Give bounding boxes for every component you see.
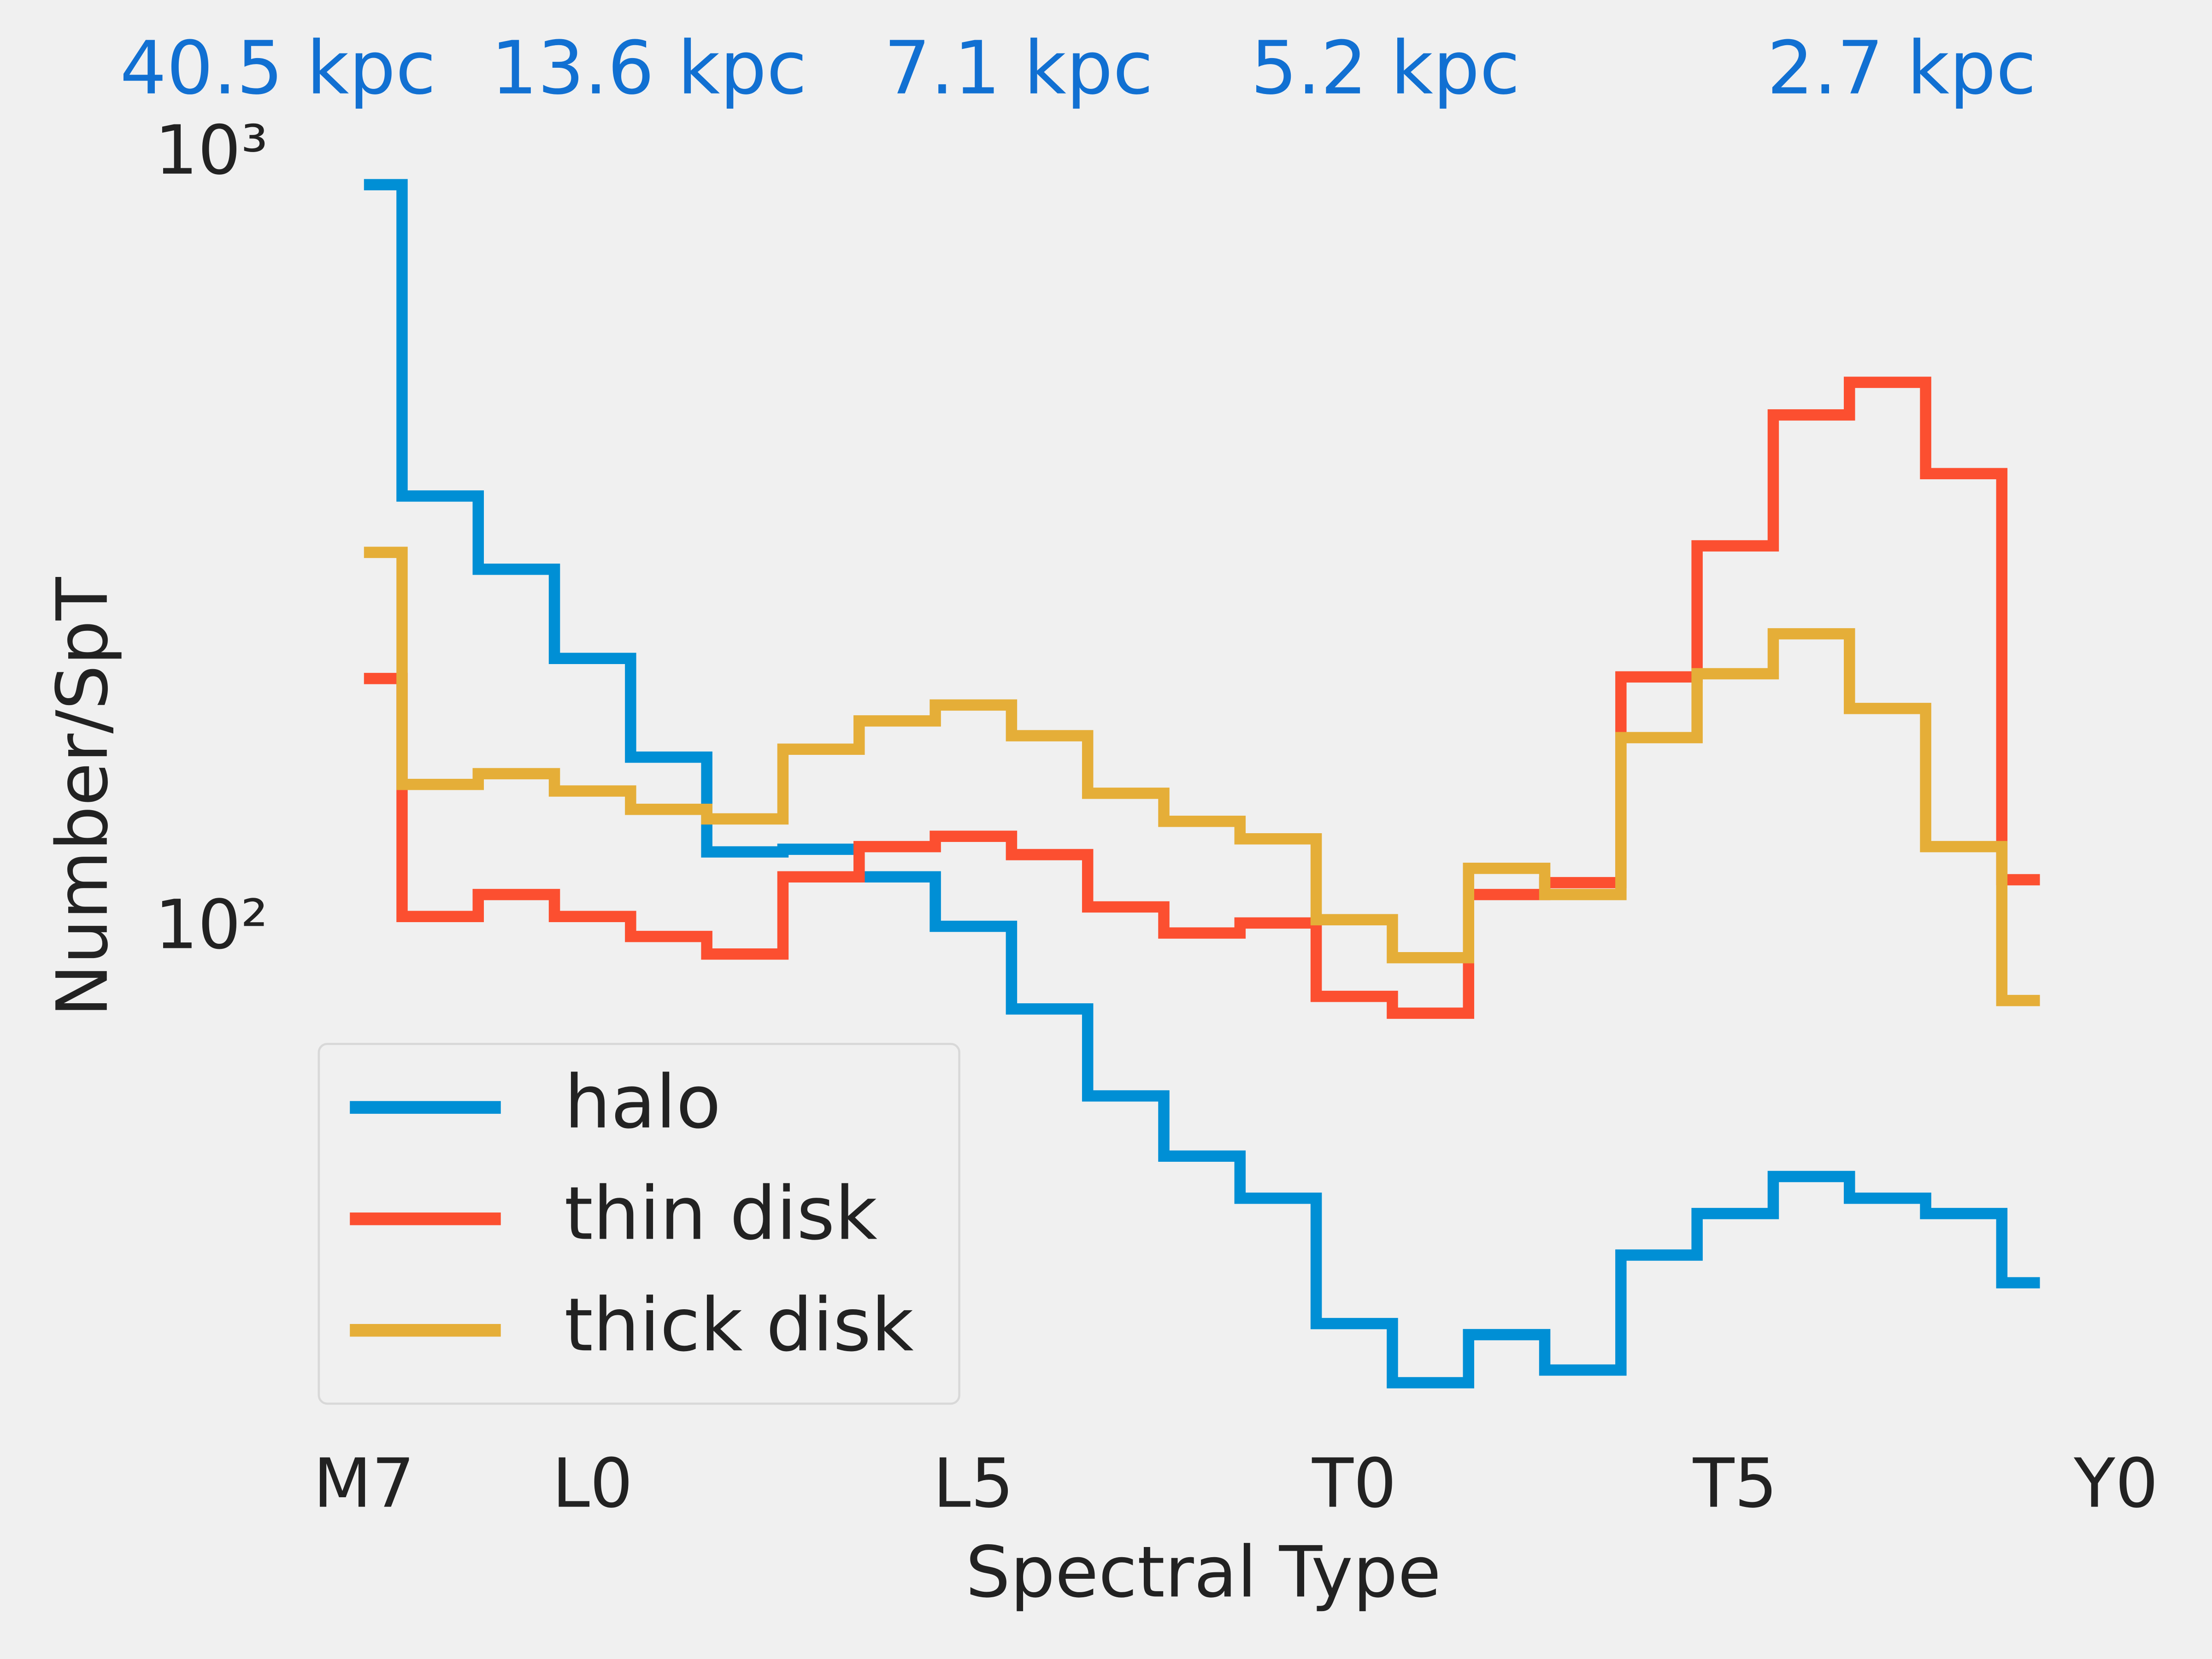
legend-label: thick disk [564,1282,913,1368]
x-axis-label: Spectral Type [965,1531,1441,1613]
distance-annotation: 40.5 kpc [120,25,436,111]
distance-annotation: 7.1 kpc [884,25,1153,111]
distance-annotation: 13.6 kpc [491,25,807,111]
y-tick-label: 10² [155,885,268,964]
step-line [364,547,2040,1006]
legend: halo thin disk thick disk [318,1043,960,1405]
step-line [364,179,2040,1388]
y-tick-label: 10³ [155,111,268,190]
x-tick-label: M7 [313,1444,415,1523]
legend-box [318,1043,960,1405]
x-tick-label: L5 [933,1444,1014,1523]
x-tick-label: Y0 [2073,1444,2158,1523]
distance-annotation: 2.7 kpc [1767,25,2036,111]
y-axis-label: Number/SpT [42,577,124,1017]
legend-label: halo [564,1059,721,1145]
step-line [364,377,2040,1019]
legend-label: thin disk [564,1171,877,1256]
x-tick-label: T0 [1312,1444,1396,1523]
distance-annotation: 5.2 kpc [1251,25,1520,111]
x-tick-label: L0 [552,1444,633,1523]
x-tick-label: T5 [1693,1444,1777,1523]
